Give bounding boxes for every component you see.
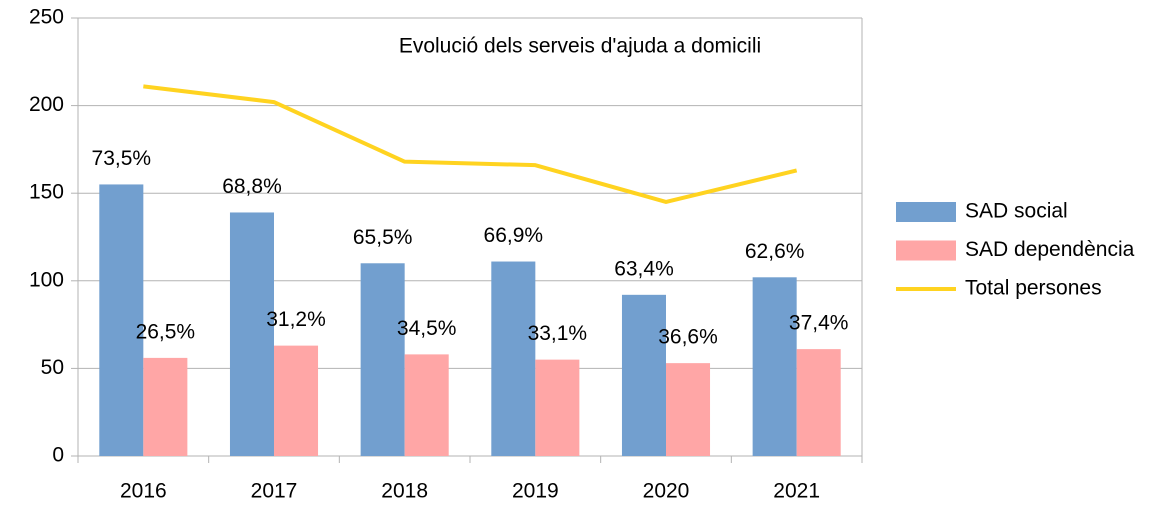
data-label: 33,1%	[528, 322, 588, 345]
data-label: 66,9%	[484, 224, 544, 247]
x-tick-label: 2021	[773, 480, 820, 503]
data-label: 31,2%	[266, 308, 326, 331]
chart-title: Evolució dels serveis d'ajuda a domicili	[399, 35, 761, 58]
bar	[404, 354, 449, 456]
data-label: 65,5%	[353, 226, 413, 249]
legend-label: SAD social	[965, 200, 1068, 223]
data-label: 37,4%	[789, 312, 849, 335]
bar	[535, 359, 580, 456]
x-tick-label: 2016	[120, 480, 167, 503]
y-tick-label: 200	[29, 93, 64, 116]
bar	[229, 212, 274, 456]
legend-label: Total persones	[965, 277, 1102, 300]
data-label: 34,5%	[397, 317, 457, 340]
x-tick-label: 2018	[381, 480, 428, 503]
data-label: 68,8%	[222, 175, 282, 198]
bar	[274, 345, 319, 456]
data-label: 73,5%	[92, 147, 152, 170]
data-label: 62,6%	[745, 240, 805, 263]
x-tick-label: 2017	[251, 480, 298, 503]
legend-label: SAD dependència	[965, 238, 1135, 261]
legend-swatch	[896, 240, 956, 261]
line	[143, 84, 798, 204]
data-label: 26,5%	[136, 320, 196, 343]
bar	[752, 277, 797, 456]
y-tick-label: 0	[52, 444, 64, 467]
bar	[143, 357, 188, 456]
bar	[99, 184, 144, 456]
bar	[621, 294, 666, 456]
bar	[360, 263, 405, 456]
y-tick-label: 150	[29, 181, 64, 204]
x-tick-label: 2019	[512, 480, 559, 503]
data-label: 63,4%	[614, 257, 674, 280]
bar	[491, 261, 536, 456]
data-label: 36,6%	[658, 326, 718, 349]
y-tick-label: 50	[41, 356, 64, 379]
bar	[796, 349, 841, 456]
x-tick-label: 2020	[643, 480, 690, 503]
bar	[666, 363, 711, 456]
y-tick-label: 250	[29, 6, 64, 29]
y-tick-label: 100	[29, 268, 64, 291]
legend-swatch	[896, 202, 956, 222]
